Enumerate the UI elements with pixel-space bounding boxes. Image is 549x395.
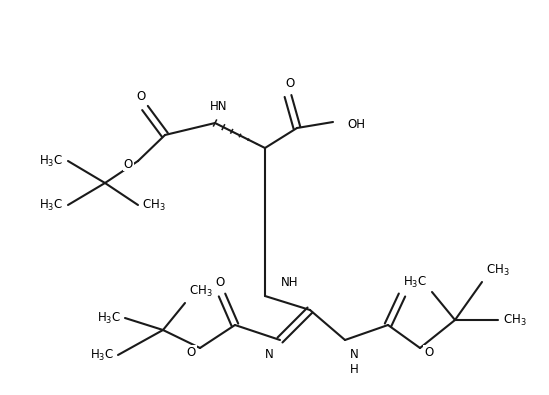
Text: H$_3$C: H$_3$C <box>39 198 63 213</box>
Text: O: O <box>215 276 225 289</box>
Text: O: O <box>136 90 145 103</box>
Text: H$_3$C: H$_3$C <box>90 348 114 363</box>
Text: O: O <box>187 346 196 359</box>
Text: H$_3$C: H$_3$C <box>97 310 121 325</box>
Text: O: O <box>424 346 433 359</box>
Text: NH: NH <box>281 276 299 290</box>
Text: O: O <box>285 77 295 90</box>
Text: CH$_3$: CH$_3$ <box>486 263 509 278</box>
Text: N: N <box>265 348 274 361</box>
Text: N
H: N H <box>350 348 358 376</box>
Text: O: O <box>401 276 411 289</box>
Text: H$_3$C: H$_3$C <box>403 275 427 290</box>
Text: H$_3$C: H$_3$C <box>39 153 63 169</box>
Text: O: O <box>124 158 133 171</box>
Text: CH$_3$: CH$_3$ <box>142 198 166 213</box>
Text: OH: OH <box>347 117 365 130</box>
Text: HN: HN <box>210 100 228 113</box>
Text: CH$_3$: CH$_3$ <box>189 284 212 299</box>
Text: CH$_3$: CH$_3$ <box>503 312 526 327</box>
